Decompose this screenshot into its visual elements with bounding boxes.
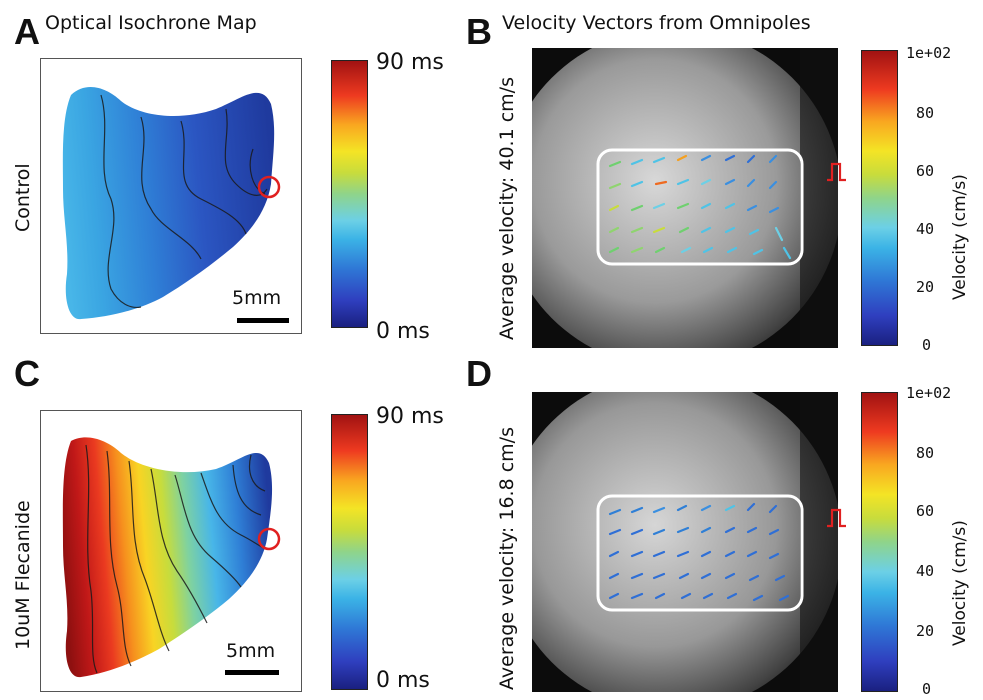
velocity-tick: 80 xyxy=(916,104,935,122)
scale-bar xyxy=(237,318,289,323)
scale-label-a: 5mm xyxy=(232,287,282,309)
velocity-max-tick: 1e+02 xyxy=(906,384,952,402)
isochrone-colorbar-top xyxy=(331,60,368,328)
velocity-tick: 60 xyxy=(916,162,935,180)
roi-box-control xyxy=(596,148,804,266)
pacing-stimulus-icon xyxy=(827,162,846,182)
scale-label-c: 5mm xyxy=(226,640,276,662)
isochrone-map-flecanide-image xyxy=(62,437,281,678)
velocity-axis-label: Velocity (cm/s) xyxy=(950,174,970,300)
panel-label-d: D xyxy=(466,353,492,394)
velocity-colorbar-top xyxy=(861,50,898,346)
row-label-control: Control xyxy=(12,163,34,232)
velocity-tick: 80 xyxy=(916,444,935,462)
scale-bar xyxy=(225,670,279,675)
velocity-tick: 60 xyxy=(916,502,935,520)
panel-b-title: Velocity Vectors from Omnipoles xyxy=(502,12,811,34)
isochrone-max-label: 90 ms xyxy=(376,404,444,429)
velocity-max-tick: 1e+02 xyxy=(906,44,952,62)
isochrone-min-label: 0 ms xyxy=(376,668,430,693)
roi-box-flecanide xyxy=(596,494,804,612)
isochrone-map-control-image xyxy=(62,87,289,323)
pacing-stimulus-icon xyxy=(827,508,846,528)
velocity-tick: 0 xyxy=(922,680,932,698)
isochrone-map-control xyxy=(40,58,302,334)
velocity-vectors-control-image xyxy=(532,48,838,348)
avg-velocity-control: Average velocity: 40.1 cm/s xyxy=(496,77,518,340)
pacing-site-marker xyxy=(257,175,281,199)
isochrone-colorbar-bottom xyxy=(331,414,368,690)
velocity-vectors-flecanide-image xyxy=(532,392,838,692)
panel-label-a: A xyxy=(14,11,40,52)
velocity-tick: 40 xyxy=(916,562,935,580)
velocity-colorbar-bottom xyxy=(861,392,898,692)
isochrone-max-label: 90 ms xyxy=(376,50,444,75)
velocity-tick: 20 xyxy=(916,622,935,640)
velocity-tick: 40 xyxy=(916,220,935,238)
isochrone-min-label: 0 ms xyxy=(376,319,430,344)
avg-velocity-flecanide: Average velocity: 16.8 cm/s xyxy=(496,427,518,690)
isochrone-map-flecanide xyxy=(40,410,302,692)
velocity-tick: 20 xyxy=(916,278,935,296)
panel-label-b: B xyxy=(466,11,492,52)
pacing-site-marker xyxy=(257,527,281,551)
panel-label-c: C xyxy=(14,353,40,394)
panel-a-title: Optical Isochrone Map xyxy=(45,12,257,34)
row-label-flecanide: 10uM Flecanide xyxy=(12,500,34,650)
velocity-axis-label: Velocity (cm/s) xyxy=(950,520,970,646)
velocity-tick: 0 xyxy=(922,336,932,354)
